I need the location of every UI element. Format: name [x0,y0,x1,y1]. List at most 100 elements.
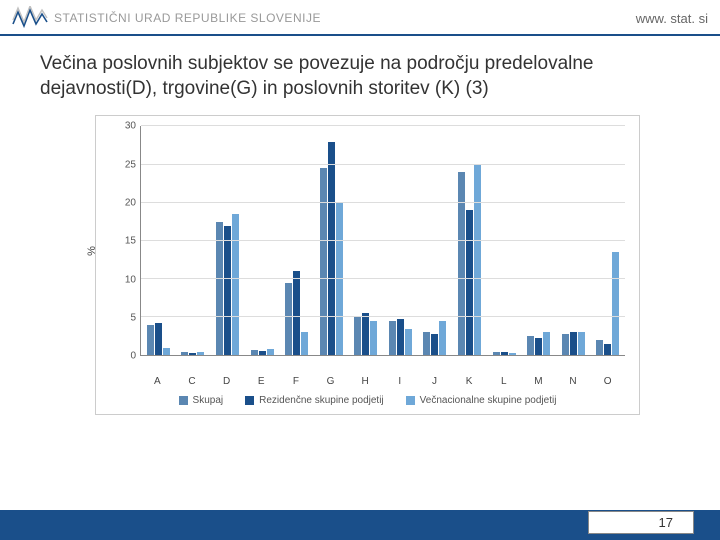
legend-swatch [179,396,188,405]
legend-item: Skupaj [179,395,224,406]
bar [189,353,196,355]
bar [493,352,500,355]
bar [596,340,603,355]
category-group [348,126,383,355]
bar [423,332,430,355]
grid-line [141,125,625,126]
header-left: STATISTIČNI URAD REPUBLIKE SLOVENIJE [12,6,321,30]
legend-swatch [406,396,415,405]
bar [527,336,534,355]
y-tick-label: 5 [110,313,136,324]
bar [259,351,266,356]
category-group [487,126,522,355]
bar [431,334,438,355]
bar [397,319,404,356]
y-tick-label: 25 [110,159,136,170]
legend-label: Večnacionalne skupine podjetij [420,395,557,406]
bar [389,321,396,355]
header-url: www. stat. si [636,11,708,26]
bar [301,332,308,355]
bar [509,353,516,355]
plot-area [140,126,625,356]
y-tick-label: 0 [110,351,136,362]
x-tick-label: O [590,376,625,387]
category-group [141,126,176,355]
chart-area: % 051015202530 [110,126,625,376]
legend-item: Rezidenčne skupine podjetij [245,395,384,406]
x-tick-label: I [382,376,417,387]
x-tick-label: J [417,376,452,387]
legend-swatch [245,396,254,405]
logo-icon [12,6,48,30]
x-axis-labels: ACDEFGHIJKLMNO [140,376,625,387]
x-tick-label: E [244,376,279,387]
category-group [383,126,418,355]
bar [474,165,481,356]
x-tick-label: L [486,376,521,387]
y-axis-label: % [86,246,98,256]
category-group [210,126,245,355]
y-ticks: 051015202530 [110,126,136,356]
bar [181,352,188,355]
bar [197,352,204,356]
bar [293,271,300,355]
x-tick-label: K [452,376,487,387]
x-tick-label: G [313,376,348,387]
category-group [314,126,349,355]
bar [163,348,170,356]
page-title: Večina poslovnih subjektov se povezuje n… [40,52,690,101]
category-group [245,126,280,355]
x-tick-label: N [556,376,591,387]
x-tick-label: D [209,376,244,387]
grid-line [141,278,625,279]
bar [251,350,258,355]
y-tick-label: 15 [110,236,136,247]
bar [336,203,343,356]
chart-container: % 051015202530 ACDEFGHIJKLMNO SkupajRezi… [95,115,640,415]
category-group [521,126,556,355]
legend-label: Skupaj [193,395,224,406]
x-tick-label: C [175,376,210,387]
content: Večina poslovnih subjektov se povezuje n… [0,36,720,425]
bar [501,352,508,356]
category-group [556,126,591,355]
y-axis: % 051015202530 [110,126,140,376]
org-name: STATISTIČNI URAD REPUBLIKE SLOVENIJE [54,11,321,25]
bar [562,334,569,355]
bar [155,323,162,355]
category-group [452,126,487,355]
bar [267,349,274,355]
x-tick-label: A [140,376,175,387]
bar [354,317,361,355]
legend-label: Rezidenčne skupine podjetij [259,395,384,406]
bar [362,313,369,355]
bar [370,321,377,355]
bar [405,329,412,356]
bar [224,226,231,356]
legend-item: Večnacionalne skupine podjetij [406,395,557,406]
grid-line [141,202,625,203]
legend: Skupaj Rezidenčne skupine podjetij Večnaci… [110,395,625,408]
grid-line [141,316,625,317]
bar [285,283,292,356]
bar [216,222,223,356]
page-number: 17 [588,511,694,534]
grid-line [141,240,625,241]
bar [458,172,465,355]
header: STATISTIČNI URAD REPUBLIKE SLOVENIJE www… [0,0,720,36]
x-tick-label: M [521,376,556,387]
y-tick-label: 10 [110,274,136,285]
y-tick-label: 20 [110,198,136,209]
grid-line [141,164,625,165]
bar [466,210,473,355]
bar [535,338,542,356]
bar [570,332,577,355]
category-group [279,126,314,355]
bar [320,168,327,355]
category-group [591,126,626,355]
bar [543,332,550,355]
bars-row [141,126,625,355]
bar [578,332,585,355]
bar [612,252,619,355]
bar [604,344,611,355]
